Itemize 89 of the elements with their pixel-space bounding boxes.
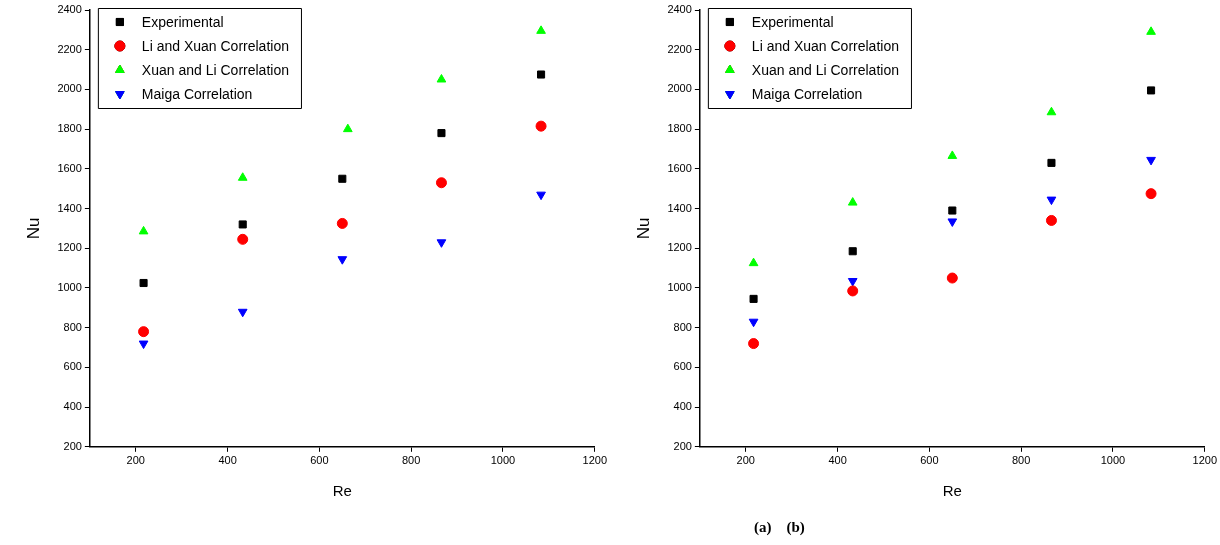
point (343, 123, 353, 133)
point (336, 217, 348, 229)
point (948, 206, 957, 215)
x-tick-label: 200 (126, 454, 145, 467)
x-tick-label: 400 (218, 454, 237, 467)
point (237, 172, 248, 181)
point (436, 73, 447, 83)
y-tick-label: 2000 (667, 82, 692, 95)
point (1146, 26, 1156, 35)
y-tick-label: 1600 (57, 161, 82, 174)
point (237, 233, 249, 245)
y-axis-title: Nu (633, 217, 653, 240)
point (237, 308, 248, 318)
y-tick-label: 1200 (57, 241, 82, 254)
y-tick-label: 600 (673, 360, 692, 373)
legend-label: Li and Xuan Correlation (141, 37, 289, 54)
legend-label: Experimental (751, 13, 834, 30)
x-axis-title: Re (332, 482, 352, 500)
point (435, 177, 447, 189)
legend-label: Experimental (141, 13, 224, 30)
point (1046, 106, 1057, 116)
point (748, 318, 759, 328)
point (1045, 214, 1057, 226)
y-tick-label: 400 (63, 400, 82, 413)
point (947, 218, 958, 227)
y-tick-label: 2200 (57, 42, 82, 55)
point (338, 174, 347, 183)
point (536, 191, 546, 201)
point (238, 220, 247, 229)
legend-label: Maiga Correlation (751, 85, 863, 102)
point (748, 257, 759, 267)
x-tick-label: 1200 (1192, 454, 1218, 467)
point (138, 225, 149, 235)
x-tick-label: 600 (310, 454, 329, 467)
x-tick-label: 600 (920, 454, 939, 467)
y-tick-label: 2000 (57, 82, 82, 95)
y-tick-label: 600 (63, 360, 82, 373)
x-tick-label: 1000 (490, 454, 516, 467)
point (1046, 196, 1057, 206)
point (436, 239, 447, 248)
y-axis-title: Nu (23, 217, 43, 240)
y-tick-label: 1000 (667, 280, 692, 293)
y-tick-label: 1800 (667, 122, 692, 135)
point (946, 272, 958, 284)
x-tick-label: 400 (828, 454, 847, 467)
x-tick-label: 800 (401, 454, 421, 467)
y-tick-label: 800 (673, 320, 692, 333)
y-tick-label: 1400 (667, 201, 692, 214)
point (536, 25, 546, 34)
legend-label: Xuan and Li Correlation (141, 61, 289, 78)
x-tick-label: 1200 (582, 454, 608, 467)
point (847, 197, 858, 206)
point (537, 70, 546, 79)
point (1047, 158, 1056, 167)
legend-label: Li and Xuan Correlation (751, 37, 899, 54)
y-tick-label: 200 (673, 439, 692, 452)
y-tick-label: 1800 (57, 122, 82, 135)
x-tick-label: 200 (736, 454, 755, 467)
y-tick-label: 1200 (667, 241, 692, 254)
x-tick-label: 800 (1011, 454, 1031, 467)
point (749, 294, 758, 303)
point (847, 278, 858, 287)
point (1145, 188, 1157, 200)
y-tick-label: 800 (63, 320, 82, 333)
y-tick-label: 2400 (57, 3, 82, 16)
text: (a) (b) (753, 519, 806, 536)
y-tick-label: 1400 (57, 201, 82, 214)
y-tick-label: 2400 (667, 3, 692, 16)
y-tick-label: 2200 (667, 42, 692, 55)
y-tick-label: 1000 (57, 280, 82, 293)
point (748, 338, 760, 350)
y-tick-label: 400 (673, 400, 692, 413)
x-axis-title: Re (942, 482, 962, 500)
point (138, 340, 149, 350)
point (1146, 156, 1156, 166)
point (437, 129, 446, 138)
point (139, 278, 148, 288)
legend-label: Xuan and Li Correlation (751, 61, 899, 78)
legend-label: Maiga Correlation (141, 85, 253, 102)
point (848, 247, 857, 256)
point (947, 150, 958, 159)
point (337, 256, 348, 265)
point (1147, 86, 1156, 95)
x-tick-label: 1000 (1100, 454, 1126, 467)
y-tick-label: 200 (63, 439, 82, 452)
y-tick-label: 1600 (667, 161, 692, 174)
point (138, 326, 150, 338)
point (535, 120, 547, 132)
point (847, 285, 859, 297)
